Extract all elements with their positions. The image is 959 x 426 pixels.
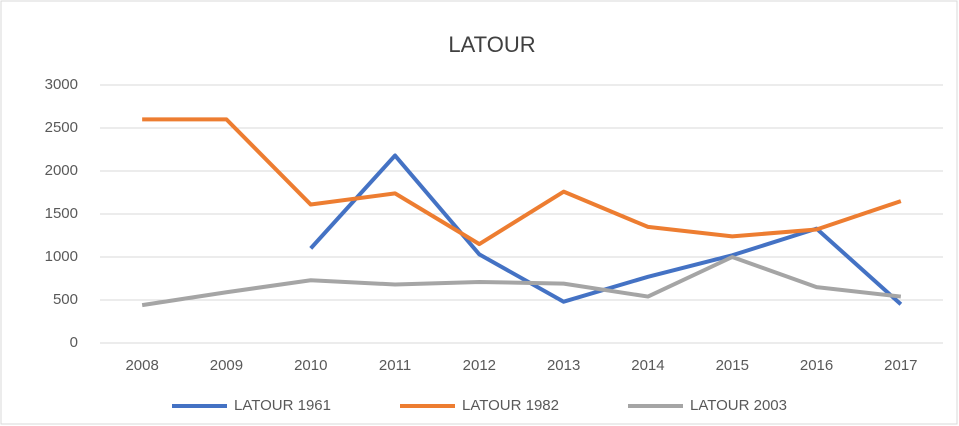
x-tick-label: 2015: [716, 357, 749, 374]
x-tick-label: 2013: [547, 357, 580, 374]
y-tick-label: 2000: [45, 162, 78, 179]
chart-title: LATOUR: [448, 32, 535, 57]
x-tick-label: 2012: [463, 357, 496, 374]
y-tick-label: 3000: [45, 76, 78, 93]
legend-label: LATOUR 1982: [462, 397, 559, 414]
y-tick-label: 1500: [45, 205, 78, 222]
x-tick-label: 2010: [294, 357, 327, 374]
y-tick-label: 0: [70, 334, 78, 351]
x-tick-label: 2014: [631, 357, 664, 374]
x-tick-label: 2011: [379, 357, 411, 374]
x-tick-label: 2008: [125, 357, 158, 374]
y-tick-label: 2500: [45, 119, 78, 136]
legend-label: LATOUR 2003: [690, 397, 787, 414]
x-tick-label: 2017: [884, 357, 917, 374]
x-tick-label: 2009: [210, 357, 243, 374]
legend-label: LATOUR 1961: [234, 397, 331, 414]
y-tick-label: 500: [53, 291, 78, 308]
y-tick-label: 1000: [45, 248, 78, 265]
x-tick-label: 2016: [800, 357, 833, 374]
line-series: [141, 255, 902, 308]
line-series: [142, 117, 902, 247]
